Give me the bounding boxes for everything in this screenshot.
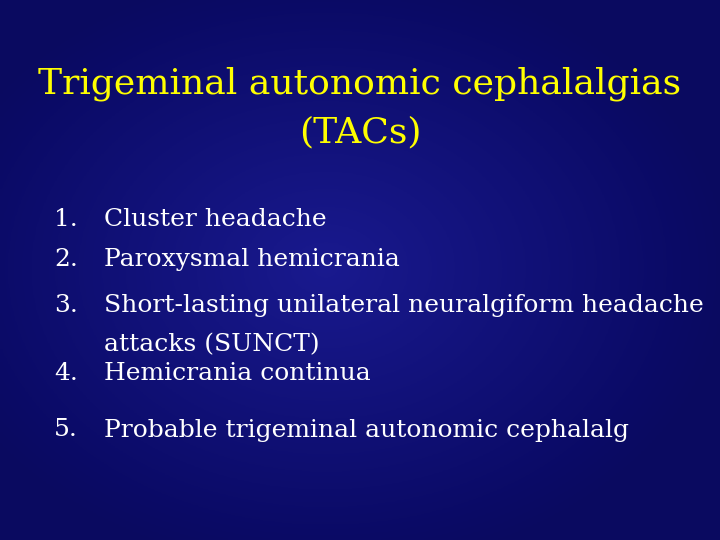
Text: Short-lasting unilateral neuralgiform headache: Short-lasting unilateral neuralgiform he… (104, 294, 704, 318)
Text: Cluster headache: Cluster headache (104, 208, 327, 231)
Text: 5.: 5. (54, 418, 78, 442)
Text: Paroxysmal hemicrania: Paroxysmal hemicrania (104, 248, 400, 272)
Text: attacks (SUNCT): attacks (SUNCT) (104, 333, 320, 356)
Text: 1.: 1. (54, 208, 78, 231)
Text: Trigeminal autonomic cephalalgias: Trigeminal autonomic cephalalgias (38, 66, 682, 101)
Text: 3.: 3. (54, 294, 78, 318)
Text: 2.: 2. (54, 248, 78, 272)
Text: (TACs): (TACs) (299, 116, 421, 149)
Text: 4.: 4. (54, 362, 78, 385)
Text: Probable trigeminal autonomic cephalalg: Probable trigeminal autonomic cephalalg (104, 418, 629, 442)
Text: Hemicrania continua: Hemicrania continua (104, 362, 371, 385)
